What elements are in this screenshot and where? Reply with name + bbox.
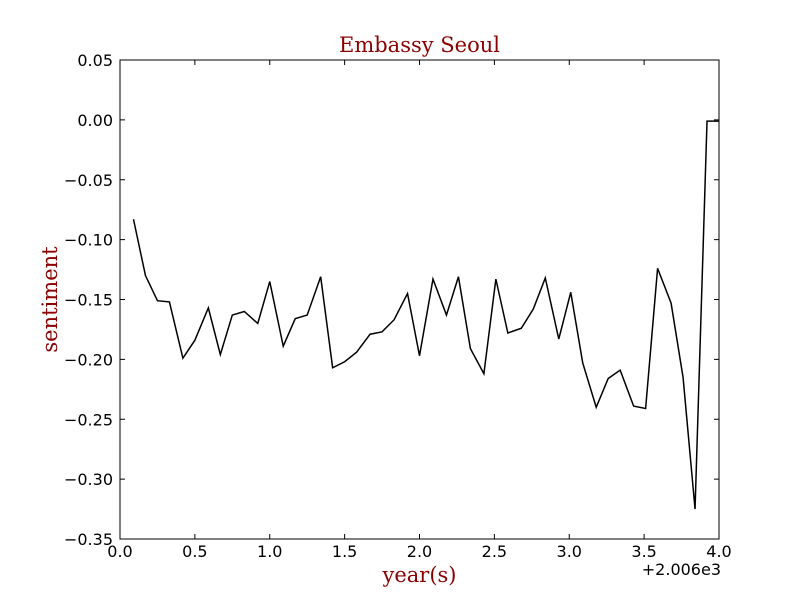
tick-layer: 0.0 0.5 1.0 1.5 2.0 2.5 3.0 3.5 4.0 0.05 0.00 −0.05… [64, 51, 732, 561]
series-layer [132, 120, 719, 510]
series-line [132, 120, 719, 510]
x-tick-label: 4.0 [706, 542, 731, 561]
y-tick-label: 0.00 [77, 111, 113, 130]
x-tick-label: 0.5 [182, 542, 207, 561]
y-tick-label: −0.05 [64, 171, 113, 190]
x-tick-label: 3.0 [557, 542, 582, 561]
y-tick-label: −0.20 [64, 350, 113, 369]
x-axis-title: year(s) [381, 563, 456, 587]
plot-frame [119, 59, 720, 540]
x-tick-label: 2.5 [482, 542, 507, 561]
y-tick-label: −0.15 [64, 291, 113, 310]
y-tick-label: 0.05 [77, 51, 113, 70]
x-tick-label: 1.5 [332, 542, 357, 561]
y-tick-label: −0.10 [64, 231, 113, 250]
y-tick-label: −0.35 [64, 530, 113, 549]
y-axis-title: sentiment [38, 246, 62, 353]
x-tick-label: 0.0 [107, 542, 132, 561]
x-tick-label: 1.0 [257, 542, 282, 561]
x-tick-label: 2.0 [407, 542, 432, 561]
y-tick-label: −0.30 [64, 470, 113, 489]
x-tick-label: 3.5 [631, 542, 656, 561]
chart-title: Embassy Seoul [339, 33, 500, 57]
x-axis-offset-label: +2.006e3 [642, 560, 721, 579]
y-tick-label: −0.25 [64, 410, 113, 429]
